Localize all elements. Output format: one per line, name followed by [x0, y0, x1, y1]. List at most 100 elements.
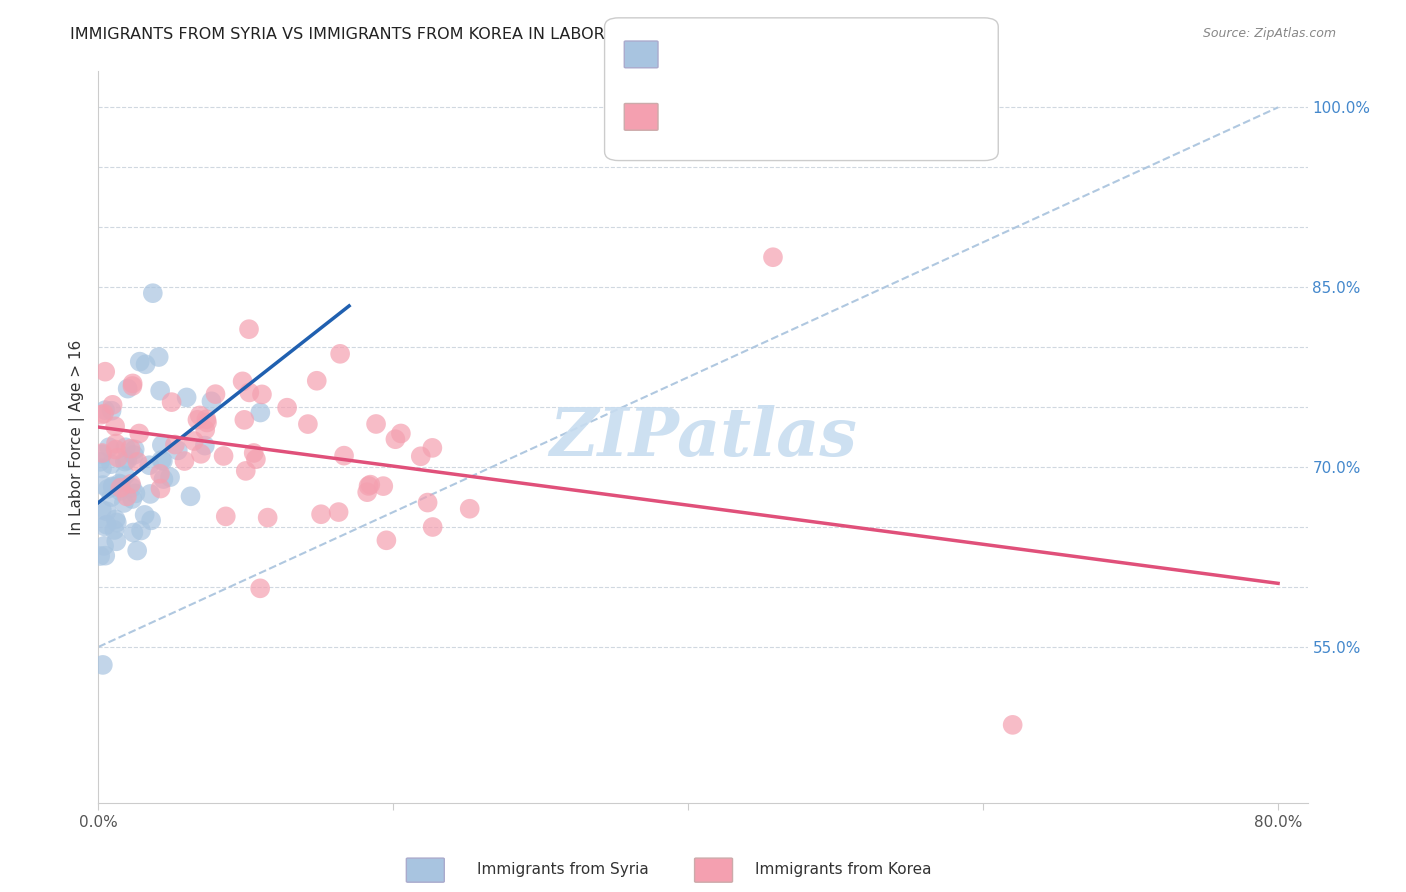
Immigrants from Korea — [232, 375, 254, 389]
Immigrants from Syria — [94, 549, 117, 563]
Immigrants from Korea — [458, 501, 481, 516]
Immigrants from Korea — [328, 505, 350, 519]
Immigrants from Korea — [373, 479, 395, 493]
Immigrants from Korea — [160, 395, 183, 409]
Immigrants from Syria — [91, 657, 114, 672]
Immigrants from Syria — [105, 516, 128, 530]
Immigrants from Korea — [101, 398, 124, 412]
Immigrants from Korea — [149, 467, 172, 481]
Text: 64: 64 — [837, 109, 856, 123]
Immigrants from Korea — [762, 250, 785, 264]
Immigrants from Syria — [90, 447, 112, 461]
Immigrants from Syria — [91, 478, 114, 492]
Immigrants from Korea — [375, 533, 398, 548]
Immigrants from Korea — [149, 482, 172, 496]
Immigrants from Korea — [93, 407, 115, 421]
Immigrants from Korea — [194, 423, 217, 437]
Immigrants from Korea — [245, 452, 267, 467]
Immigrants from Korea — [215, 509, 238, 524]
Immigrants from Syria — [150, 453, 173, 467]
Immigrants from Syria — [114, 454, 136, 468]
Immigrants from Korea — [297, 417, 319, 431]
Y-axis label: In Labor Force | Age > 16: In Labor Force | Age > 16 — [69, 340, 84, 534]
Immigrants from Korea — [110, 481, 132, 495]
Immigrants from Korea — [305, 374, 328, 388]
Immigrants from Korea — [333, 449, 356, 463]
Text: 61: 61 — [837, 46, 856, 61]
Immigrants from Syria — [108, 483, 131, 498]
Immigrants from Syria — [110, 477, 132, 491]
Immigrants from Syria — [139, 513, 162, 527]
Immigrants from Korea — [195, 416, 218, 430]
Immigrants from Korea — [235, 464, 257, 478]
Immigrants from Korea — [233, 413, 256, 427]
Immigrants from Korea — [186, 413, 208, 427]
Immigrants from Syria — [139, 487, 162, 501]
Text: 0.163: 0.163 — [696, 46, 740, 61]
Immigrants from Syria — [124, 486, 146, 500]
Immigrants from Syria — [148, 350, 170, 364]
Immigrants from Korea — [422, 441, 444, 455]
Immigrants from Syria — [94, 403, 117, 417]
Immigrants from Syria — [159, 470, 181, 484]
Immigrants from Syria — [112, 496, 135, 510]
Immigrants from Korea — [249, 582, 271, 596]
Immigrants from Syria — [138, 458, 160, 473]
Immigrants from Korea — [91, 446, 114, 460]
Immigrants from Syria — [180, 489, 202, 503]
Immigrants from Syria — [194, 439, 217, 453]
Immigrants from Korea — [127, 455, 149, 469]
Immigrants from Syria — [114, 440, 136, 454]
Text: Immigrants from Korea: Immigrants from Korea — [755, 863, 932, 877]
Immigrants from Syria — [98, 440, 121, 454]
Immigrants from Korea — [188, 409, 211, 423]
Immigrants from Korea — [104, 419, 127, 434]
Immigrants from Syria — [149, 384, 172, 398]
Immigrants from Korea — [309, 507, 332, 521]
Immigrants from Korea — [204, 387, 226, 401]
Immigrants from Korea — [94, 365, 117, 379]
Immigrants from Korea — [359, 477, 381, 491]
Immigrants from Syria — [122, 525, 145, 540]
Immigrants from Syria — [152, 472, 174, 486]
Immigrants from Korea — [90, 408, 112, 422]
Immigrants from Korea — [389, 426, 412, 441]
Text: ZIPatlas: ZIPatlas — [550, 405, 856, 469]
Immigrants from Syria — [103, 523, 125, 537]
Immigrants from Syria — [152, 454, 174, 468]
Immigrants from Syria — [200, 394, 222, 409]
Immigrants from Korea — [190, 447, 212, 461]
Immigrants from Syria — [96, 504, 118, 518]
Immigrants from Syria — [121, 491, 143, 506]
Immigrants from Syria — [249, 405, 271, 419]
Immigrants from Syria — [96, 517, 118, 532]
Immigrants from Syria — [104, 512, 127, 526]
Immigrants from Syria — [93, 539, 115, 553]
Immigrants from Korea — [173, 454, 195, 468]
Immigrants from Korea — [238, 385, 260, 400]
Text: R = -0.219   N = 64: R = -0.219 N = 64 — [636, 109, 772, 123]
Immigrants from Korea — [195, 412, 218, 426]
Immigrants from Syria — [101, 480, 124, 494]
Text: R =  0.163   N = 61: R = 0.163 N = 61 — [636, 46, 770, 61]
Immigrants from Korea — [128, 426, 150, 441]
Immigrants from Korea — [238, 322, 260, 336]
Immigrants from Syria — [121, 481, 143, 495]
Text: -0.219: -0.219 — [696, 109, 745, 123]
Immigrants from Korea — [242, 446, 264, 460]
Immigrants from Korea — [409, 450, 432, 464]
Immigrants from Korea — [105, 436, 128, 450]
Immigrants from Syria — [150, 438, 173, 452]
Text: Immigrants from Syria: Immigrants from Syria — [477, 863, 648, 877]
Immigrants from Syria — [135, 357, 157, 371]
Immigrants from Korea — [329, 347, 352, 361]
Immigrants from Syria — [101, 479, 124, 493]
Immigrants from Syria — [89, 549, 111, 563]
Immigrants from Korea — [121, 379, 143, 393]
Immigrants from Korea — [212, 449, 235, 463]
Immigrants from Korea — [163, 437, 186, 451]
Immigrants from Korea — [384, 432, 406, 446]
Immigrants from Syria — [129, 524, 152, 538]
Immigrants from Syria — [93, 519, 115, 533]
Immigrants from Syria — [134, 508, 156, 522]
